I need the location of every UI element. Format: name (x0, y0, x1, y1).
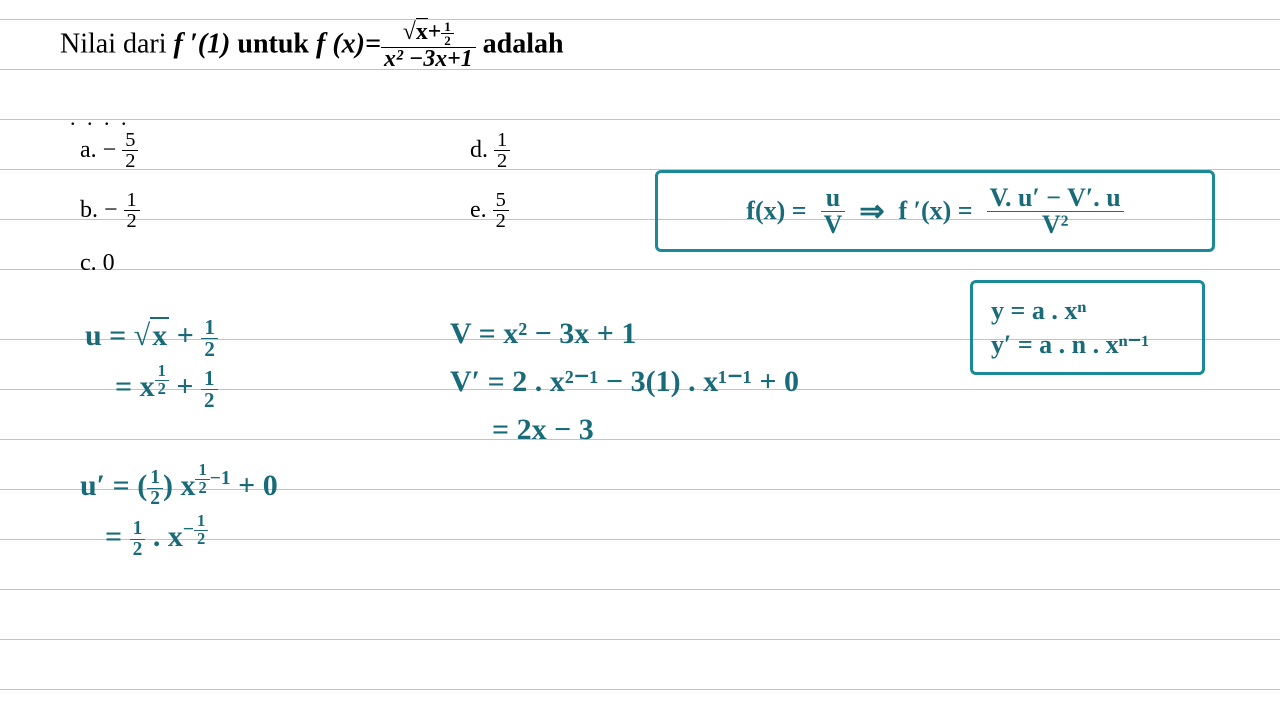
quotient-rule-box: f(x) = uV ⇒ f ′(x) = V. u′ − V′. uV² (655, 170, 1215, 252)
option-d: d. 12 (470, 130, 530, 172)
option-e: e. 52 (470, 190, 530, 232)
question-middle: untuk (237, 28, 316, 59)
v-line1: V = x² − 3x + 1 (450, 310, 799, 358)
sqrt-x: x (416, 18, 428, 45)
option-a: a. − 52 (80, 130, 140, 172)
ellipsis: . . . . (70, 105, 130, 131)
f-prime-1: f ′(1) (174, 28, 231, 59)
v-derivation: V = x² − 3x + 1 V′ = 2 . x²⁻¹ − 3(1) . x… (450, 310, 799, 454)
main-fraction: √x+12 x² −3x+1 (381, 20, 476, 72)
u-prime-derivation: u′ = (12) x12−1 + 0 = 12 . x−12 (80, 460, 278, 562)
v-line3: = 2x − 3 (450, 406, 799, 454)
question-text: Nilai dari f ′(1) untuk f (x)= √x+12 x² … (60, 20, 564, 72)
u-definition: u = √x + 12 = x12 + 12 (85, 310, 218, 412)
fprime-eq: f ′(x) = (899, 196, 973, 226)
question-suffix: adalah (483, 28, 564, 59)
power-rule-2: y′ = a . n . xⁿ⁻¹ (991, 330, 1149, 360)
power-rule-box: y = a . xⁿ y′ = a . n . xⁿ⁻¹ (970, 280, 1205, 375)
answer-options: a. − 52 d. 12 b. − 12 e. 52 c. 0 (80, 130, 530, 295)
fx-label: f (x)= (316, 28, 381, 59)
option-c: c. 0 (80, 250, 140, 277)
power-rule-1: y = a . xⁿ (991, 296, 1086, 326)
v-line2: V′ = 2 . x²⁻¹ − 3(1) . x¹⁻¹ + 0 (450, 358, 799, 406)
option-b: b. − 12 (80, 190, 140, 232)
fx-eq: f(x) = (746, 196, 806, 226)
question-prefix: Nilai dari (60, 28, 174, 59)
denominator: x² −3x+1 (381, 48, 476, 72)
arrow-icon: ⇒ (859, 194, 884, 229)
